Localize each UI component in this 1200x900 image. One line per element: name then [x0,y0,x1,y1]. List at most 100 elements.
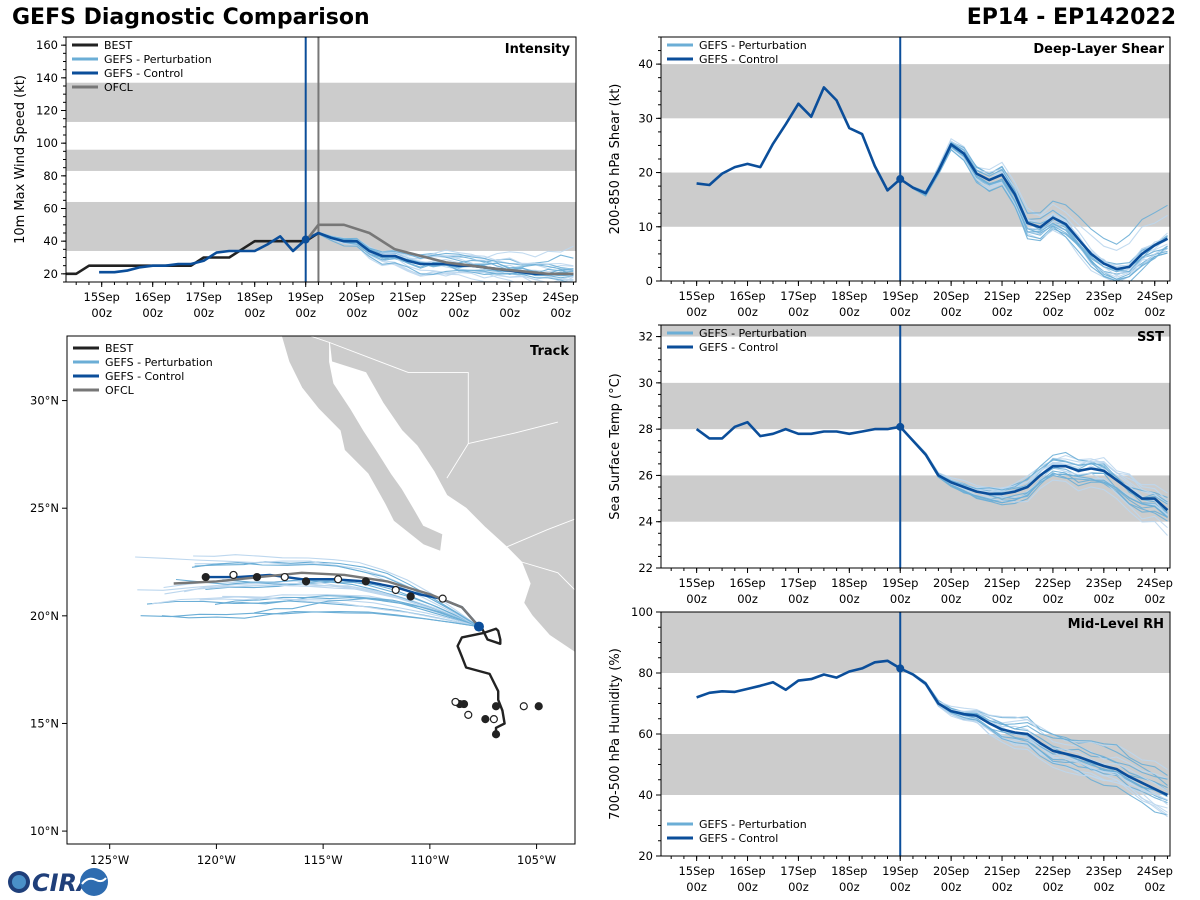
shear-plot: 0 10 20 30 40 15Sep 00z 16Sep 00z 17Sep 00z 18Sep 00… [608,36,1173,319]
intensity-legend-label-0: BEST [104,39,132,52]
rh-init-point [896,664,905,673]
intensity-xtick-label-day-5: 20Sep [339,290,375,304]
track-position-marker-12 [252,572,262,582]
sst-xtick-label-day-1: 16Sep [729,576,765,590]
sst-xtick-label-hour-8: 00z [1093,592,1114,606]
track-perturbation-20 [135,556,480,628]
intensity-xtick-label-day-0: 15Sep [84,290,120,304]
storm-id: EP14 - EP142022 [966,5,1176,30]
rh-perturbation-line-18 [899,667,1168,816]
intensity-chart: 20 40 60 80 100 120 140 160 15Sep 00z 16Sep 00z 17Se… [13,36,579,320]
track-map-area [135,336,575,739]
track-border-0 [408,372,469,479]
shear-ytick-label-4: 40 [638,57,653,71]
rh-xtick-label-day-8: 23Sep [1086,864,1122,878]
sst-xtick-label-day-2: 17Sep [780,576,816,590]
shear-chart: 0 10 20 30 40 15Sep 00z 16Sep 00z 17Sep 00z 18Sep 00… [608,36,1173,319]
track-position-marker-2 [491,702,501,711]
sst-perturbation-line-17 [899,426,1168,518]
sst-xtick-label-hour-4: 00z [890,592,911,606]
track-series-best [456,626,506,735]
track-position-marker-0 [534,702,543,711]
intensity-xtick-label-day-7: 22Sep [441,290,477,304]
rh-xtick-label-day-5: 20Sep [933,864,969,878]
sst-chart: 22 24 26 28 30 32 15Sep 00z 16Sep 00z 17Sep 00z 18Se… [608,324,1173,606]
shear-legend-label-0: GEFS - Perturbation [699,39,807,52]
shear-xtick-label-hour-2: 00z [788,305,809,319]
track-init-marker [473,621,484,632]
shear-ytick-label-2: 20 [638,166,653,180]
shear-plot-area [661,37,1170,281]
intensity-ytick-label-1: 40 [43,234,58,248]
rh-xtick-label-day-0: 15Sep [678,864,714,878]
shear-xtick-label-hour-0: 00z [686,305,707,319]
track-position-marker-13 [280,572,289,582]
sst-xtick-label-day-6: 21Sep [984,576,1020,590]
rh-xtick-label-day-1: 16Sep [729,864,765,878]
intensity-band-1 [66,149,576,171]
track-ytick-label-1: 15°N [30,716,59,730]
sst-xtick-label-hour-6: 00z [992,592,1013,606]
intensity-series-best [66,231,320,276]
intensity-xtick-label-day-2: 17Sep [186,290,222,304]
track-position-marker-14 [301,577,311,586]
cira-logo: CIRA [8,868,108,897]
sst-xtick-label-hour-3: 00z [839,592,860,606]
track-perturbation-15 [161,611,479,628]
shear-init-point [896,175,905,184]
sst-band-1 [661,382,1170,430]
logo-globe-inner-icon [12,875,26,889]
track-position-marker-17 [391,585,400,595]
intensity-band-0 [66,201,576,251]
track-position-marker-1 [519,702,528,711]
rh-xtick-label-hour-3: 00z [839,880,860,894]
track-legend-label-0: BEST [105,342,133,355]
shear-perturbation-line-13 [899,148,1168,281]
sst-legend-label-1: GEFS - Control [699,341,778,354]
intensity-xtick-label-hour-0: 00z [91,306,112,320]
rh-xtick-label-hour-5: 00z [941,880,962,894]
track-position-marker-4 [481,715,490,724]
sst-init-point [896,422,905,431]
intensity-xtick-label-hour-8: 00z [499,306,520,320]
track-border-3 [521,561,575,591]
sst-ytick-label-5: 32 [638,330,653,344]
rh-xtick-label-day-3: 18Sep [831,864,867,878]
intensity-xtick-label-day-4: 19Sep [288,290,324,304]
sst-xtick-label-hour-5: 00z [941,592,962,606]
track-title: Track [530,344,569,359]
shear-xtick-label-day-9: 24Sep [1137,289,1173,303]
track-legend-label-1: GEFS - Perturbation [105,356,213,369]
intensity-xtick-label-hour-3: 00z [244,306,265,320]
track-position-marker-9 [491,730,501,739]
intensity-legend-label-2: GEFS - Control [104,67,183,80]
track-position-marker-3 [489,715,498,724]
intensity-ytick-label-5: 120 [36,104,58,118]
shear-xtick-label-day-6: 21Sep [984,289,1020,303]
intensity-ytick-label-4: 100 [36,136,58,150]
rh-ytick-label-1: 40 [638,788,653,802]
shear-xtick-label-hour-4: 00z [890,305,911,319]
sst-xtick-label-day-4: 19Sep [882,576,918,590]
sst-xtick-label-hour-7: 00z [1043,592,1064,606]
rh-ytick-label-4: 100 [631,605,653,619]
sst-ytick-label-4: 30 [638,376,653,390]
track-perturbation-21 [191,562,480,628]
sst-xtick-label-hour-9: 00z [1144,592,1165,606]
intensity-perturbation-line-17 [305,231,574,271]
intensity-xtick-label-day-6: 21Sep [390,290,426,304]
rh-xtick-label-hour-0: 00z [686,880,707,894]
sst-xtick-label-day-5: 20Sep [933,576,969,590]
shear-xtick-label-hour-9: 00z [1144,305,1165,319]
intensity-init-point [301,235,310,244]
track-ytick-label-2: 20°N [30,609,59,623]
sst-series-gefs-control [695,420,1169,512]
rh-ytick-label-0: 20 [638,849,653,863]
intensity-xtick-label-day-9: 24Sep [543,290,579,304]
sst-band-2 [661,325,1170,337]
rh-plot: 20 40 60 80 100 15Sep 00z 16Sep 00z 17Sep 00z 18Sep… [608,605,1173,894]
track-land-mainland [309,336,575,653]
track-position-marker-10 [201,572,210,582]
sst-ytick-label-2: 26 [638,468,653,482]
rh-xtick-label-hour-7: 00z [1043,880,1064,894]
